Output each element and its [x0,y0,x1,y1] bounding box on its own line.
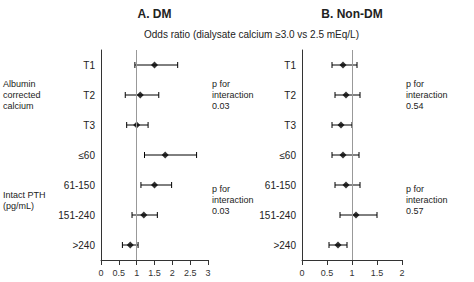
svg-text:T3: T3 [284,120,296,131]
svg-text:interaction: interaction [406,90,448,100]
svg-text:0.57: 0.57 [406,206,424,216]
svg-text:p for: p for [212,184,230,194]
svg-text:≤60: ≤60 [78,150,95,161]
svg-text:Odds ratio (dialysate calcium: Odds ratio (dialysate calcium ≥3.0 vs 2.… [144,29,359,40]
svg-text:1.5: 1.5 [148,268,161,278]
svg-text:1: 1 [349,268,354,278]
svg-text:1: 1 [134,268,139,278]
svg-text:>240: >240 [273,240,296,251]
svg-text:T3: T3 [83,120,95,131]
svg-text:0.5: 0.5 [321,268,334,278]
svg-text:1.5: 1.5 [371,268,384,278]
svg-text:61-150: 61-150 [265,180,297,191]
svg-text:interaction: interaction [406,195,448,205]
svg-text:p for: p for [212,79,230,89]
svg-text:0: 0 [98,268,103,278]
svg-text:corrected: corrected [3,90,41,100]
svg-text:≤60: ≤60 [279,150,296,161]
svg-text:p for: p for [406,184,424,194]
svg-text:A. DM: A. DM [138,7,172,21]
svg-text:0.03: 0.03 [212,101,230,111]
svg-text:T1: T1 [284,60,296,71]
svg-text:interaction: interaction [212,195,254,205]
svg-text:interaction: interaction [212,90,254,100]
svg-text:>240: >240 [72,240,95,251]
svg-text:T2: T2 [284,90,296,101]
svg-text:(pg/mL): (pg/mL) [3,201,34,211]
svg-text:T2: T2 [83,90,95,101]
svg-text:0: 0 [299,268,304,278]
svg-text:p for: p for [406,79,424,89]
svg-text:3: 3 [205,268,210,278]
svg-text:Albumin: Albumin [3,79,36,89]
svg-text:T1: T1 [83,60,95,71]
svg-text:0.03: 0.03 [212,206,230,216]
svg-text:B. Non-DM: B. Non-DM [321,7,382,21]
svg-text:151-240: 151-240 [58,210,95,221]
svg-text:calcium: calcium [3,101,34,111]
svg-text:Intact PTH: Intact PTH [3,190,46,200]
svg-text:2: 2 [399,268,404,278]
svg-text:151-240: 151-240 [259,210,296,221]
svg-text:0.5: 0.5 [113,268,126,278]
svg-text:0.54: 0.54 [406,101,424,111]
svg-text:61-150: 61-150 [64,180,96,191]
svg-text:2: 2 [170,268,175,278]
svg-text:2.5: 2.5 [184,268,197,278]
